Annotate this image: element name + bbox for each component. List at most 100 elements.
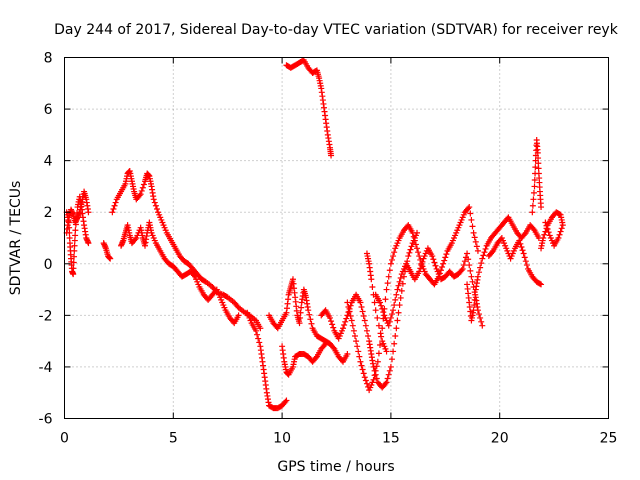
- y-tick-label: -2: [39, 308, 53, 324]
- data-point: [429, 253, 436, 260]
- data-point: [256, 339, 263, 346]
- data-point: [308, 320, 315, 327]
- data-point: [344, 312, 351, 319]
- data-point: [71, 247, 78, 254]
- data-point: [387, 314, 394, 321]
- data-point: [72, 227, 79, 234]
- data-point: [397, 294, 404, 301]
- data-point: [136, 192, 143, 199]
- data-point: [466, 262, 473, 269]
- data-point: [558, 225, 565, 232]
- data-point: [85, 240, 92, 247]
- data-point: [341, 322, 348, 329]
- data-point: [542, 219, 549, 226]
- data-point: [530, 196, 537, 203]
- data-point: [282, 398, 289, 405]
- data-point: [365, 332, 372, 339]
- data-point: [377, 330, 384, 337]
- data-point: [412, 241, 419, 248]
- data-point: [391, 340, 398, 347]
- data-point: [329, 321, 336, 328]
- data-point: [139, 184, 146, 191]
- data-point: [468, 273, 475, 280]
- data-point: [150, 196, 157, 203]
- data-point: [297, 314, 304, 321]
- data-point: [379, 325, 386, 332]
- data-point: [70, 271, 77, 278]
- data-point: [476, 311, 483, 318]
- data-point: [151, 199, 158, 206]
- data-point: [478, 260, 485, 267]
- data-point: [363, 380, 370, 387]
- data-point: [535, 155, 542, 162]
- data-point: [559, 222, 566, 229]
- data-point: [387, 260, 394, 267]
- chart-title: Day 244 of 2017, Sidereal Day-to-day VTE…: [54, 22, 619, 38]
- data-point: [342, 318, 349, 325]
- data-point: [471, 234, 478, 241]
- data-point: [531, 176, 538, 183]
- data-point: [468, 216, 475, 223]
- data-point: [257, 325, 264, 332]
- data-point: [388, 256, 395, 263]
- data-point: [345, 309, 352, 316]
- data-point: [396, 302, 403, 309]
- x-tick-labels: 0 5 10 15 20 25: [60, 431, 617, 447]
- data-point: [397, 274, 404, 281]
- data-point: [464, 250, 471, 257]
- data-point: [363, 327, 370, 334]
- data-point: [112, 199, 119, 206]
- data-point: [383, 286, 390, 293]
- data-point: [385, 273, 392, 280]
- data-point: [312, 354, 319, 361]
- data-point: [297, 309, 304, 316]
- data-point: [399, 280, 406, 287]
- data-point: [419, 258, 426, 265]
- data-point: [362, 322, 369, 329]
- data-point: [532, 164, 539, 171]
- data-point: [409, 229, 416, 236]
- data-point: [474, 247, 481, 254]
- x-tick-label: 20: [491, 431, 509, 447]
- data-point: [372, 307, 379, 314]
- data-point: [346, 308, 353, 315]
- data-point: [153, 205, 160, 212]
- data-point: [407, 246, 414, 253]
- data-point: [471, 296, 478, 303]
- data-point: [478, 318, 485, 325]
- data-point: [377, 342, 384, 349]
- data-point: [415, 249, 422, 256]
- data-point: [416, 268, 423, 275]
- data-point: [375, 322, 382, 329]
- data-point: [344, 351, 351, 358]
- data-point: [386, 367, 393, 374]
- y-tick-label: -6: [39, 412, 53, 428]
- data-point: [417, 265, 424, 272]
- data-point: [330, 324, 337, 331]
- data-point: [369, 283, 376, 290]
- data-point: [477, 264, 484, 271]
- plot-frame: [64, 57, 609, 419]
- data-point: [357, 299, 364, 306]
- data-point: [368, 276, 375, 283]
- data-point: [482, 245, 489, 252]
- data-point: [536, 280, 543, 287]
- data-point: [544, 225, 551, 232]
- data-point: [388, 356, 395, 363]
- data-point: [393, 325, 400, 332]
- data-point: [353, 338, 360, 345]
- data-point: [394, 317, 401, 324]
- data-point: [72, 232, 79, 239]
- data-point: [390, 348, 397, 355]
- data-point: [461, 258, 468, 265]
- data-point: [489, 249, 496, 256]
- data-points: [63, 57, 566, 412]
- data-point: [70, 259, 77, 266]
- data-point: [439, 264, 446, 271]
- data-point: [473, 243, 480, 250]
- data-point: [479, 322, 486, 329]
- data-point: [382, 296, 389, 303]
- y-tick-label: 2: [44, 205, 53, 221]
- data-point: [380, 309, 387, 316]
